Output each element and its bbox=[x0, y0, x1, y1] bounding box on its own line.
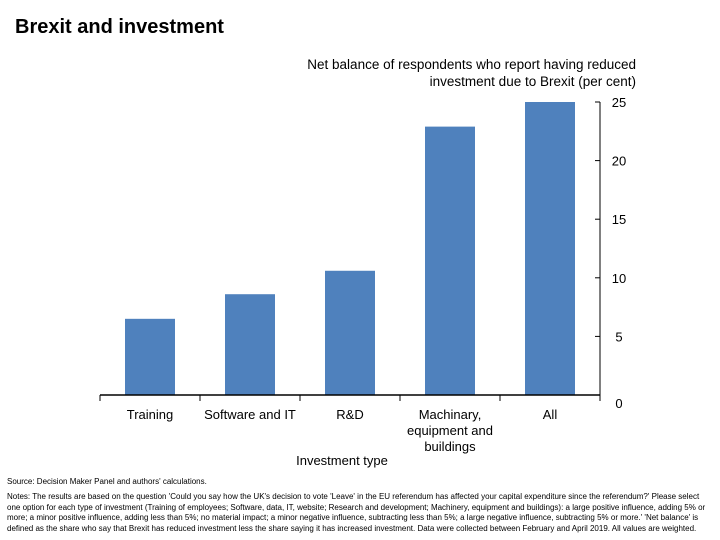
x-tick-label-3-line-1: equipment and bbox=[407, 423, 493, 438]
x-tick-label-2: R&D bbox=[336, 407, 363, 422]
y-tick-label-0: 0 bbox=[615, 396, 622, 411]
x-tick-label-0: Training bbox=[127, 407, 173, 422]
bar-1 bbox=[225, 294, 275, 395]
bar-4 bbox=[525, 102, 575, 395]
bar-3 bbox=[425, 126, 475, 395]
chart-title: Net balance of respondents who report ha… bbox=[307, 57, 636, 89]
y-tick-label-5: 25 bbox=[612, 95, 626, 110]
bar-2 bbox=[325, 270, 375, 395]
notes-text: Notes: The results are based on the ques… bbox=[7, 492, 706, 533]
source-note: Source: Decision Maker Panel and authors… bbox=[7, 477, 207, 486]
y-tick-label-1: 5 bbox=[615, 329, 622, 344]
y-tick-label-2: 10 bbox=[612, 271, 626, 286]
y-tick-label-3: 15 bbox=[612, 212, 626, 227]
x-tick-label-3-line-2: buildings bbox=[424, 439, 476, 454]
x-tick-label-1: Software and IT bbox=[204, 407, 296, 422]
x-tick-label-4: All bbox=[543, 407, 558, 422]
x-tick-label-3-line-0: Machinary, bbox=[419, 407, 482, 422]
slide-title: Brexit and investment bbox=[15, 16, 224, 38]
bar-0 bbox=[125, 318, 175, 395]
x-axis-title: Investment type bbox=[296, 453, 388, 468]
y-tick-label-4: 20 bbox=[612, 154, 626, 169]
